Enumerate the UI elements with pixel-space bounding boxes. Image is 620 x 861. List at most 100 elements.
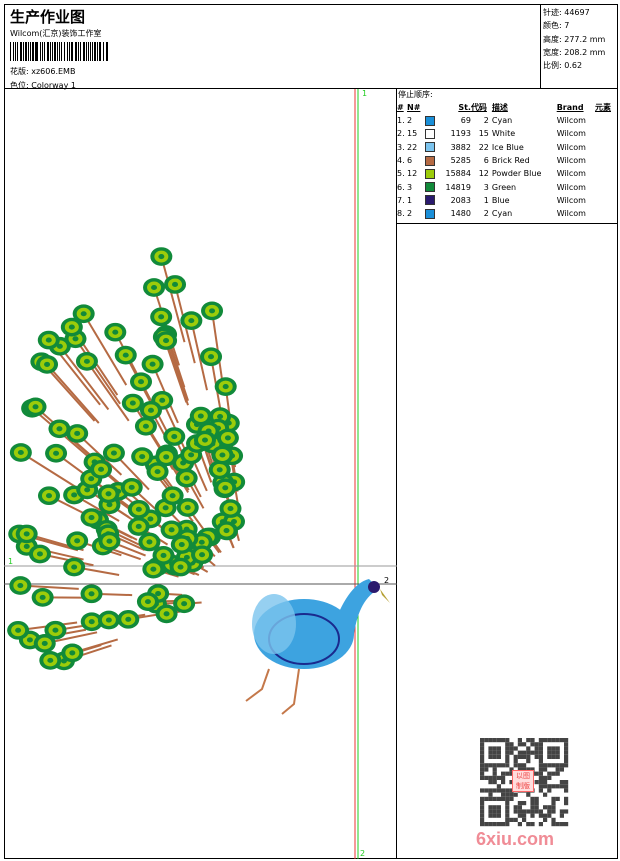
feather-eye [180,311,202,330]
divider [397,220,618,224]
guide-label-left: 1 [8,557,13,566]
feather-eye [131,447,153,466]
stat-width: 宽度: 208.2 mm [543,46,618,59]
feather-eye [128,500,150,519]
guide-label-right: 2 [384,576,389,585]
feather-eye [16,525,38,544]
feather-eye [117,610,139,629]
pattern-label: 花版: [10,67,29,76]
feather-eye [7,621,29,640]
feather-eye [142,355,164,374]
feather-eye [200,347,222,366]
feather-eye [104,323,126,342]
guide-label-bottom: 2 [360,849,365,858]
feather-eye [170,558,192,577]
feather-eye [201,302,223,321]
feather-eye [36,355,58,374]
feather-eye [173,594,195,613]
feather-eye [130,372,152,391]
feather-eye [98,484,120,503]
feather-eye [115,346,137,365]
guide-label-top: 1 [362,89,367,98]
company-name: Wilcom(汇京)装饰工作室 [10,28,102,39]
color-swatch [425,169,435,179]
color-swatch [425,156,435,166]
stat-colors: 颜色: 7 [543,19,618,32]
feather-eye [164,275,186,294]
feather-eye [61,318,83,337]
feather-eye [34,634,56,653]
watermark-logo: 6xiu.com [476,829,554,850]
feather-eye [214,478,236,497]
stat-height: 高度: 277.2 mm [543,33,618,46]
feather-eye [90,460,112,479]
color-swatch [425,129,435,139]
feather-eye [61,644,83,663]
col-element: 元素 [595,101,616,114]
page-title: 生产作业图 [10,6,85,27]
feather-eye [76,352,98,371]
col-needle: N# [407,101,425,114]
feather-eye [217,429,239,448]
barcode [10,42,110,61]
feather-eye [9,576,31,595]
feather-eye [211,446,233,465]
feather-eye [155,331,177,350]
col-desc: 描述 [492,101,557,114]
feather-eye [63,558,85,577]
feather-eye [32,588,54,607]
feather-eye [10,443,32,462]
color-swatch [425,195,435,205]
stop-sequence-title: 停止顺序: [397,89,618,101]
feather-eye [66,424,88,443]
stat-stitches: 针迹: 44697 [543,6,618,19]
feather-eye [171,535,193,554]
stat-scale: 比例: 0.62 [543,59,618,72]
feather-eye [81,584,103,603]
peacock-embroidery: 1 2 1 2 [4,89,397,859]
header: 生产作业图 Wilcom(汇京)装饰工作室 花版: xz606.EMB 色位: … [4,4,618,89]
col-swatch [425,101,438,114]
pattern-file: xz606.EMB [31,67,75,76]
feather-eye [38,486,60,505]
feather-eye [190,407,212,426]
color-swatch [425,116,435,126]
col-brand: Brand [557,101,595,114]
feather-eye [147,462,169,481]
color-swatch [425,142,435,152]
feather-eye [216,521,238,540]
feather-eye [150,307,172,326]
col-index: # [397,101,407,114]
feather-eye [177,498,199,517]
feather-eye [66,531,88,550]
design-canvas: 1 2 1 2 [4,89,397,859]
feather-eye [98,611,120,630]
feather-eye [140,401,162,420]
feather-eye [191,545,213,564]
watermark-stamp: 以图制版 [512,770,534,792]
feather-eye [215,377,237,396]
color-swatch [425,182,435,192]
feather-eye [98,532,120,551]
color-swatch [425,209,435,219]
feather-eye [29,545,51,564]
stats-box: 针迹: 44697 颜色: 7 高度: 277.2 mm 宽度: 208.2 m… [540,4,618,89]
feather-eye [150,247,172,266]
col-stitches: St. [438,101,471,114]
feather-eye [194,431,216,450]
feather-eye [137,592,159,611]
feather-eye [163,427,185,446]
feather-eye [39,651,61,670]
feather-eye [38,331,60,350]
feather-eye [103,444,125,463]
